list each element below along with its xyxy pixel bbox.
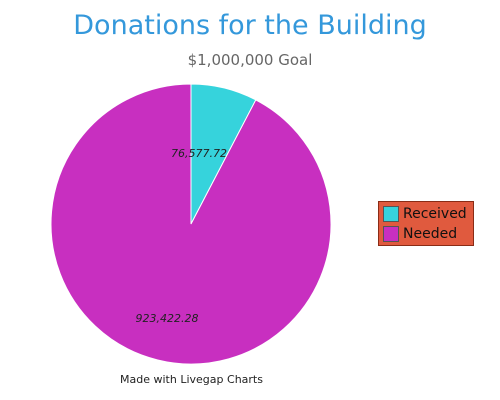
pie-slice-needed[interactable] bbox=[50, 83, 332, 365]
legend-label-needed: Needed bbox=[403, 226, 458, 242]
legend-item-received[interactable]: Received bbox=[383, 204, 469, 224]
chart-credit: Made with Livegap Charts bbox=[120, 373, 263, 386]
chart-subtitle: $1,000,000 Goal bbox=[187, 51, 313, 69]
chart-title: Donations for the Building bbox=[73, 10, 427, 41]
legend-label-received: Received bbox=[403, 206, 467, 222]
legend-swatch-received bbox=[383, 206, 399, 222]
slice-value-label-received: 76,577.72 bbox=[171, 147, 227, 160]
slice-value-label-needed: 923,422.28 bbox=[135, 312, 198, 325]
legend-item-needed[interactable]: Needed bbox=[383, 224, 469, 244]
chart-legend: Received Needed bbox=[378, 201, 474, 246]
legend-swatch-needed bbox=[383, 226, 399, 242]
